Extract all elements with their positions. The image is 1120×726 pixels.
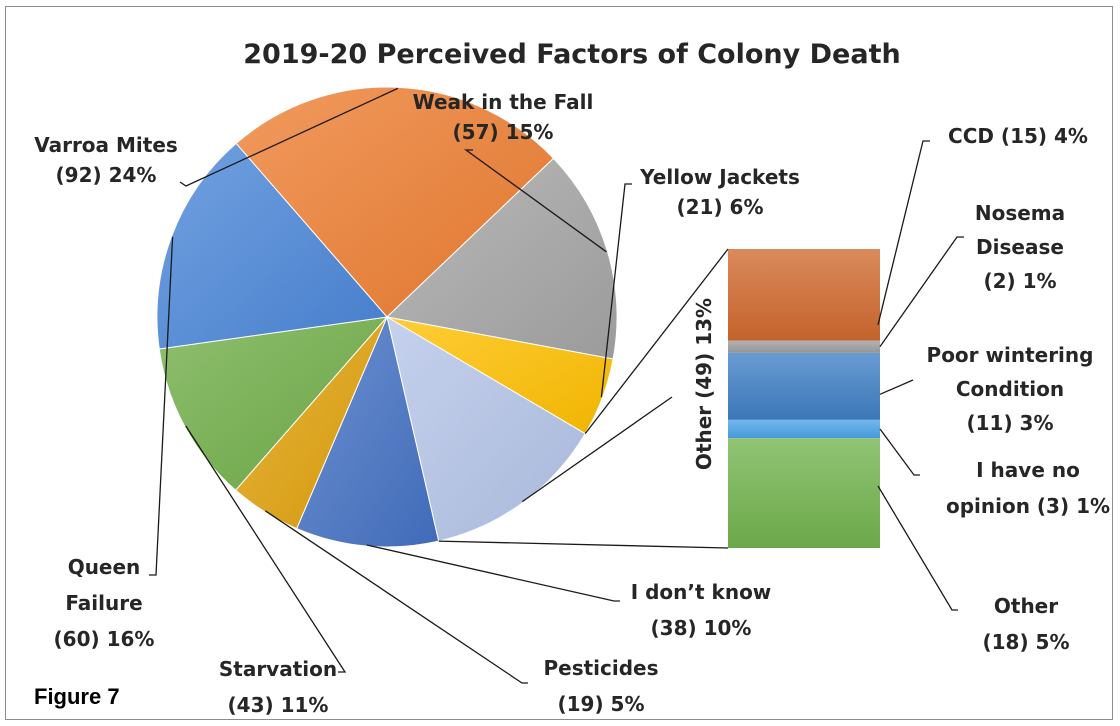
leader-line-queen [149,236,174,576]
data-label-other2-1: (18) 5% [982,630,1069,654]
data-label-yellow: Yellow Jackets [639,165,800,189]
leader-line-noopinion [879,428,920,476]
data-label-poor: Poor wintering [927,343,1094,367]
leader-line-yellow [600,183,632,398]
data-label-varroa-1: (92) 24% [56,163,157,187]
leader-line-nosema [879,236,964,347]
data-label-starvation: Starvation [219,657,337,681]
data-label-poor-2: (11) 3% [966,411,1053,435]
data-label-pesticides-1: (19) 5% [557,692,644,716]
data-label-queen-2: (60) 16% [54,627,155,651]
breakdown-bar [728,249,880,548]
pie-slice-varroa [235,86,555,318]
pie-slice-starvation [158,316,389,491]
pie-slice-queen [156,142,388,350]
chart-title: 2019-20 Perceived Factors of Colony Deat… [243,39,900,70]
leader-line-ccd [877,140,930,325]
data-label-starvation-1: (43) 11% [228,693,329,717]
data-labels: Varroa Mites (92) 24% Weak in the Fall (57)… [34,90,1110,717]
data-label-weak: Weak in the Fall [413,90,594,114]
data-label-other: Other (49) 13% [692,298,716,470]
data-label-poor-1: Condition [956,377,1064,401]
leader-line-poor [879,379,914,395]
data-label-noopinion-1: opinion (3) 1% [946,494,1110,518]
data-label-nosema: Nosema [975,201,1065,225]
data-label-pesticides: Pesticides [543,656,658,680]
bar-segment-other2 [728,438,880,548]
data-label-queen: Queen [68,555,141,579]
data-label-idk: I don’t know [631,580,772,604]
data-label-nosema-1: Disease [976,235,1064,259]
bar-segment-poor [728,352,880,420]
pie-slice-other [386,315,586,542]
leader-line-other2 [877,485,958,611]
data-label-yellow-1: (21) 6% [676,195,763,219]
leader-line-varroa [179,87,399,187]
breakdown-connectors [438,248,729,549]
data-label-idk-1: (38) 10% [651,616,752,640]
data-label-ccd: CCD (15) 4% [948,124,1088,148]
leader-lines [149,87,964,684]
data-label-noopinion: I have no [976,458,1080,482]
bar-segment-ccd [728,249,880,341]
pie-slice-idk [296,315,440,548]
figure-caption: Figure 7 [34,684,120,709]
leader-line-idk [366,544,620,602]
leader-line-pesticides [264,510,528,684]
connector-bottom [438,540,729,549]
data-label-queen-1: Failure [65,591,142,615]
leader-line-other [521,396,673,503]
pie-slice-weak [385,157,618,360]
data-label-nosema-2: (2) 1% [983,269,1056,293]
bar-segment-noopinion [728,419,880,439]
data-label-other2: Other [994,594,1058,618]
data-label-weak-1: (57) 15% [453,120,554,144]
leader-line-weak [463,149,607,253]
data-label-varroa: Varroa Mites [34,133,178,157]
bar-segment-nosema [728,340,880,353]
connector-top [584,248,729,435]
pie-slices [156,86,618,548]
leader-line-starvation [185,425,347,673]
